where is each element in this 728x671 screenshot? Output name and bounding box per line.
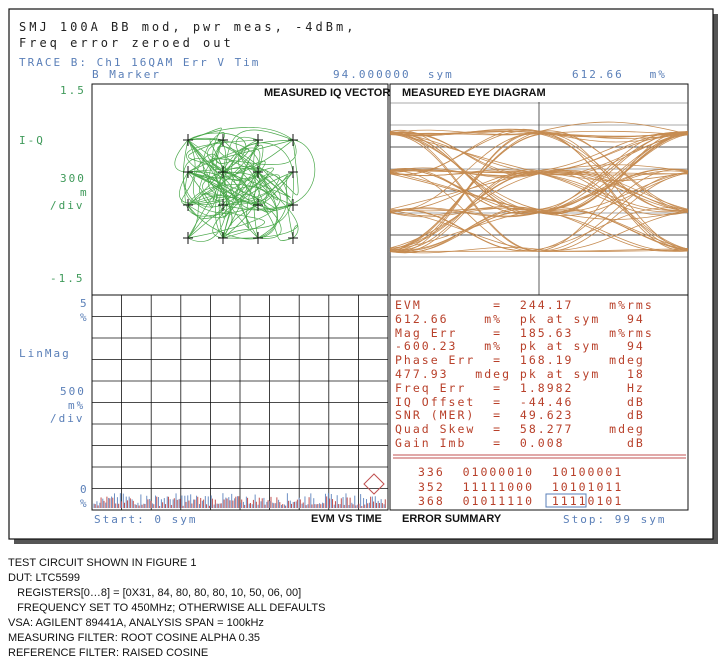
error-summary-line: Gain Imb = 0.008 dB — [395, 436, 645, 450]
sweep-start: Start: 0 sym — [94, 513, 198, 526]
caption-line: MEASURING FILTER: ROOT COSINE ALPHA 0.35 — [8, 632, 261, 644]
mag-axis-bottom-unit: % — [80, 497, 89, 510]
caption-line: REFERENCE FILTER: RAISED COSINE — [8, 647, 209, 659]
iq-axis-bottom: -1.5 — [50, 272, 85, 285]
error-summary-line: EVM = 244.17 m%rms — [395, 298, 654, 312]
mag-axis-top: 5 — [80, 297, 89, 310]
caption-line: REGISTERS[0…8] = [0X31, 84, 80, 80, 80, … — [8, 587, 302, 599]
iq-scale-value: 300 — [60, 172, 86, 185]
caption-line: FREQUENCY SET TO 450MHz; OTHERWISE ALL D… — [8, 602, 326, 614]
bit-sequence-row: 352 11111000 10101011 — [418, 479, 624, 494]
figure-caption: TEST CIRCUIT SHOWN IN FIGURE 1 DUT: LTC55… — [8, 556, 325, 661]
error-summary-line: -600.23 m% pk at sym 94 — [395, 339, 645, 354]
error-summary-line: Mag Err = 185.63 m%rms — [395, 325, 654, 340]
iq-axis-label: I-Q — [19, 134, 45, 147]
mag-axis-label: LinMag — [19, 347, 71, 360]
error-summary-line: SNR (MER) = 49.623 dB — [395, 408, 645, 423]
error-summary-line: IQ Offset = -44.46 dB — [395, 394, 645, 409]
iq-vector-title: MEASURED IQ VECTOR — [264, 87, 391, 99]
iq-scale-unit: m — [80, 186, 89, 199]
error-summary-line: 477.93 mdeg pk at sym 18 — [395, 367, 645, 381]
marker-value: 94.000000 sym — [333, 68, 454, 81]
sweep-stop: Stop: 99 sym — [563, 513, 667, 526]
eye-diagram-title: MEASURED EYE DIAGRAM — [402, 87, 546, 99]
bit-sequence-row: 368 01011110 11110101 — [418, 494, 624, 508]
mag-scale-value: 500 — [60, 385, 86, 398]
caption-line: DUT: LTC5599 — [8, 572, 80, 584]
marker-diamond — [363, 473, 385, 495]
caption-line: VSA: AGILENT 89441A, ANALYSIS SPAN = 100… — [8, 617, 264, 629]
marker-reading: 612.66 m% — [572, 68, 667, 81]
caption-line: TEST CIRCUIT SHOWN IN FIGURE 1 — [8, 557, 197, 569]
iq-axis-top: 1.5 — [60, 84, 86, 97]
mag-scale-div: /div — [50, 412, 85, 425]
error-summary-line: Phase Err = 168.19 mdeg — [395, 353, 645, 368]
header-line-1: SMJ 100A BB mod, pwr meas, -4dBm, — [19, 20, 357, 34]
iq-scale-div: /div — [50, 199, 85, 212]
mag-axis-top-unit: % — [80, 311, 89, 324]
header-line-2: Freq error zeroed out — [19, 36, 234, 50]
error-summary-title: ERROR SUMMARY — [402, 513, 502, 525]
trace-label: TRACE B: Ch1 16QAM Err V Tim — [19, 56, 261, 69]
mag-axis-bottom: 0 — [80, 483, 89, 496]
evm-vs-time-title: EVM VS TIME — [311, 513, 382, 525]
marker-label: B Marker — [92, 68, 161, 81]
error-summary-line: Quad Skew = 58.277 mdeg — [395, 422, 645, 437]
error-summary-line: Freq Err = 1.8982 Hz — [395, 380, 645, 395]
mag-scale-unit: m% — [68, 399, 86, 412]
bit-sequence-row: 336 01000010 10100001 — [418, 465, 624, 479]
error-summary-line: 612.66 m% pk at sym 94 — [395, 311, 645, 326]
